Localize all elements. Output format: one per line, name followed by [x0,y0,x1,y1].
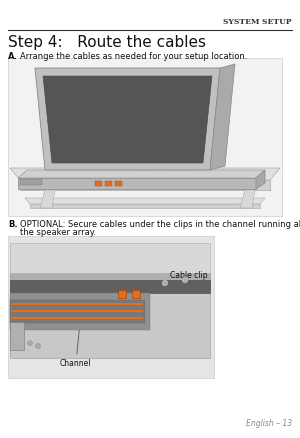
Bar [95,181,102,186]
Text: Channel: Channel [60,326,92,368]
Text: OPTIONAL: Secure cables under the clips in the channel running along the length : OPTIONAL: Secure cables under the clips … [20,220,300,229]
Text: B.: B. [8,220,18,229]
Bar [115,181,122,186]
Polygon shape [18,178,256,189]
Polygon shape [10,273,210,283]
Text: A.: A. [8,52,18,61]
Polygon shape [10,293,150,330]
Polygon shape [25,198,265,204]
Polygon shape [10,280,210,293]
Polygon shape [20,180,270,190]
Text: SYSTEM SETUP: SYSTEM SETUP [224,18,292,26]
Bar [8,236,214,378]
Bar [8,58,282,216]
Text: Arrange the cables as needed for your setup location.: Arrange the cables as needed for your se… [20,52,248,61]
Polygon shape [10,243,210,273]
Circle shape [35,343,40,349]
Bar [132,290,140,298]
Polygon shape [18,170,265,178]
Polygon shape [43,76,212,163]
Polygon shape [256,170,265,189]
Text: Step 4:   Route the cables: Step 4: Route the cables [8,35,206,50]
Text: the speaker array.: the speaker array. [20,228,96,237]
Text: English – 13: English – 13 [246,419,292,428]
Circle shape [162,280,168,286]
Polygon shape [210,64,235,170]
Polygon shape [40,190,55,208]
Polygon shape [10,283,210,358]
Polygon shape [10,300,145,323]
Polygon shape [10,168,280,180]
Circle shape [184,279,187,282]
Text: Cable clip: Cable clip [158,272,208,289]
Polygon shape [240,190,255,208]
Circle shape [182,277,188,283]
Circle shape [164,282,166,285]
Circle shape [28,340,32,346]
Bar [10,322,24,350]
Bar [20,179,42,185]
Bar [118,290,126,298]
Polygon shape [30,204,260,208]
Bar [105,181,112,186]
Polygon shape [35,68,220,170]
